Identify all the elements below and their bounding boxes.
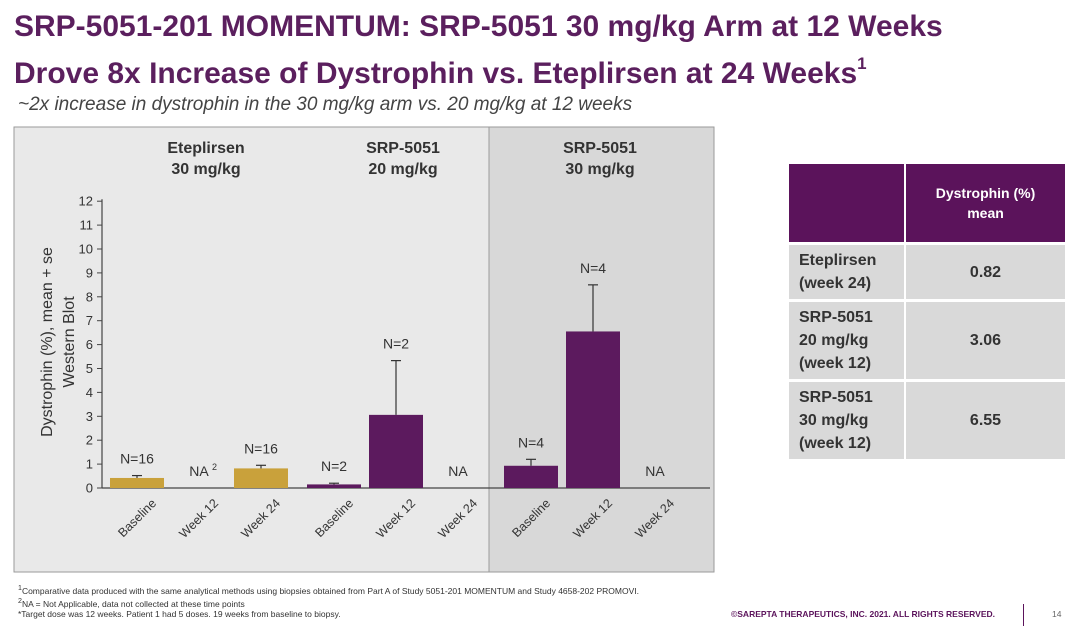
table-row-label-line: (week 12)	[799, 355, 872, 372]
y-tick-label: 8	[86, 289, 93, 304]
table-row-value: 0.82	[906, 242, 1065, 299]
title-line-2: Drove 8x Increase of Dystrophin vs. Etep…	[14, 45, 1064, 92]
y-tick-label: 11	[80, 218, 94, 233]
title-line-2-text: Drove 8x Increase of Dystrophin vs. Etep…	[14, 57, 858, 90]
bar-na-label: NA	[448, 463, 468, 479]
bar-week-12	[369, 414, 423, 488]
footnote-3: *Target dose was 12 weeks. Patient 1 had…	[18, 609, 341, 619]
bar-n-label: N=2	[321, 458, 347, 474]
table-header-line-2: mean	[967, 205, 1004, 221]
table-row-value: 3.06	[906, 299, 1065, 379]
table-body: Eteplirsen (week 24) 0.82 SRP-5051 20 mg/kg (…	[789, 242, 1065, 459]
y-tick-label: 4	[86, 385, 93, 400]
footnote-2-text: NA = Not Applicable, data not collected …	[21, 598, 245, 609]
footnote-2-marker: 2	[18, 597, 22, 605]
table-row-label-line: 30 mg/kg	[799, 412, 869, 429]
na-footnote-ref: 2	[212, 462, 217, 472]
y-tick-label: 5	[86, 361, 93, 376]
bar-n-label: N=4	[580, 260, 606, 276]
footnote-2: 2NA = Not Applicable, data not collected…	[18, 596, 245, 610]
y-axis-title: Dystrophin (%), mean + se	[39, 247, 56, 437]
footnote-1-marker: 1	[18, 584, 22, 592]
group-title: Eteplirsen	[167, 140, 244, 157]
group-subtitle: 30 mg/kg	[171, 161, 240, 178]
y-tick-label: 6	[86, 337, 93, 352]
y-tick-label: 12	[79, 194, 93, 209]
page-subtitle: ~2x increase in dystrophin in the 30 mg/…	[18, 94, 633, 115]
copyright-notice: ©SAREPTA THERAPEUTICS, INC. 2021. ALL RI…	[731, 609, 995, 619]
page-number: 14	[1052, 609, 1062, 619]
y-tick-label: 0	[86, 481, 93, 496]
y-tick-label: 3	[86, 409, 93, 424]
table-row-label: SRP-5051 20 mg/kg (week 12)	[789, 299, 906, 379]
table-row-label-line: (week 24)	[799, 275, 872, 292]
table-row-label: SRP-5051 30 mg/kg (week 12)	[789, 379, 906, 459]
table-row-value: 6.55	[906, 379, 1065, 459]
table-corner-cell	[789, 164, 906, 242]
bar-week-24	[234, 468, 288, 488]
group-title: SRP-5051	[366, 140, 440, 157]
bar-week-12	[566, 331, 620, 488]
table-row-label-line: (week 12)	[799, 435, 872, 452]
page-title: SRP-5051-201 MOMENTUM: SRP-5051 30 mg/kg…	[14, 8, 1064, 92]
bar-baseline	[307, 484, 361, 488]
y-tick-label: 9	[86, 265, 93, 280]
table-row-label-line: 20 mg/kg	[799, 332, 869, 349]
table-row-label: Eteplirsen (week 24)	[789, 242, 906, 299]
bar-n-label: N=16	[244, 440, 278, 456]
table-row-label-line: SRP-5051	[799, 389, 873, 406]
table-row-label-line: SRP-5051	[799, 309, 873, 326]
bar-n-label: N=4	[518, 434, 544, 450]
table-row: Eteplirsen (week 24) 0.82	[789, 242, 1065, 299]
y-tick-label: 7	[86, 313, 93, 328]
group-title: SRP-5051	[563, 140, 637, 157]
bar-n-label: N=2	[383, 336, 409, 352]
y-tick-label: 10	[79, 242, 93, 257]
y-tick-label: 1	[86, 457, 93, 472]
bar-na-label: NA	[645, 463, 665, 479]
footnote-1: 1Comparative data produced with the same…	[18, 583, 639, 597]
title-line-1: SRP-5051-201 MOMENTUM: SRP-5051 30 mg/kg…	[14, 10, 943, 43]
bar-na-label: NA	[189, 463, 209, 479]
table-header-line-1: Dystrophin (%)	[935, 185, 1036, 201]
table-header-dystrophin: Dystrophin (%) mean	[906, 164, 1065, 242]
y-tick-label: 2	[86, 433, 93, 448]
table-row: SRP-5051 30 mg/kg (week 12) 6.55	[789, 379, 1065, 459]
title-footnote-ref: 1	[857, 54, 867, 73]
table-row-label-line: Eteplirsen	[799, 252, 877, 269]
bar-baseline	[110, 477, 164, 488]
group-subtitle: 20 mg/kg	[368, 161, 437, 178]
bar-n-label: N=16	[120, 451, 154, 467]
table-row: SRP-5051 20 mg/kg (week 12) 3.06	[789, 299, 1065, 379]
footnote-1-text: Comparative data produced with the same …	[21, 585, 639, 596]
group-subtitle: 30 mg/kg	[565, 161, 634, 178]
y-axis-title: Western Blot	[61, 296, 78, 388]
footer-divider	[1023, 604, 1024, 626]
bar-baseline	[504, 465, 558, 488]
dystrophin-summary-table: Dystrophin (%) mean Eteplirsen (week 24) 0…	[789, 164, 1065, 459]
